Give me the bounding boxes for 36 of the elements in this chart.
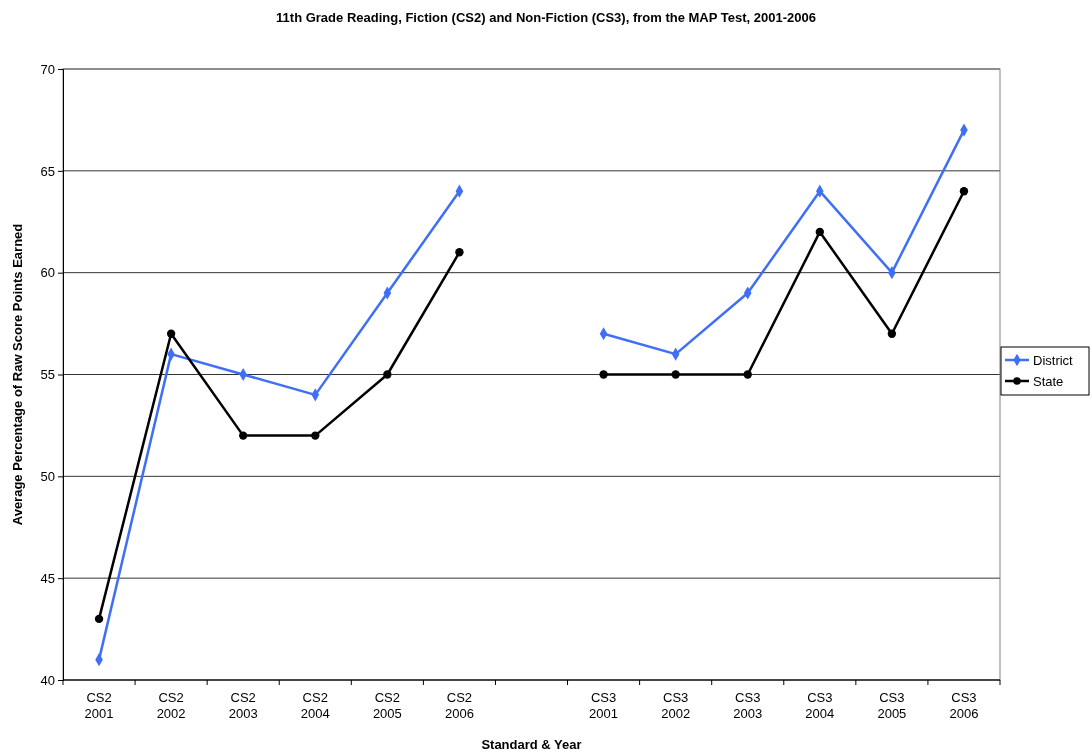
x-tick-label: CS3 2002 — [661, 690, 691, 721]
y-tick-label: 65 — [40, 163, 55, 179]
point — [743, 370, 752, 379]
point — [959, 187, 969, 196]
y-tick-label: 50 — [40, 468, 55, 484]
point — [311, 431, 320, 440]
legend-label: State — [1033, 374, 1064, 389]
x-tick-label: CS3 2003 — [733, 690, 763, 721]
y-tick-label: 70 — [40, 61, 55, 77]
y-tick-label: 55 — [40, 367, 55, 383]
x-tick-label: CS2 2001 — [84, 690, 114, 721]
y-axis-title: Average Percentage of Raw Score Points Earned — [10, 223, 25, 526]
x-tick-label: CS2 2003 — [228, 690, 258, 721]
point — [239, 431, 248, 440]
x-tick-label: CS3 2001 — [589, 690, 619, 721]
x-tick-label: CS2 2004 — [300, 690, 330, 721]
point — [599, 370, 608, 379]
x-tick-label: CS2 2002 — [156, 690, 186, 721]
chart-title: 11th Grade Reading, Fiction (CS2) and Non-Fiction (CS3), from the MAP Test, 2001-2006 — [276, 10, 816, 25]
y-tick-label: 45 — [40, 570, 55, 586]
x-tick-label: CS3 2004 — [805, 690, 835, 721]
y-tick-label: 40 — [40, 672, 55, 688]
point — [455, 248, 464, 257]
x-tick-label: CS3 2005 — [877, 690, 907, 721]
x-tick-label: CS2 2006 — [444, 690, 474, 721]
legend-label: District — [1033, 353, 1074, 368]
point — [166, 329, 176, 338]
point — [671, 370, 680, 379]
x-tick-label: CS2 2005 — [372, 690, 402, 721]
x-axis-title: Standard & Year — [481, 737, 582, 752]
x-tick-label: CS3 2006 — [949, 690, 979, 721]
point — [94, 614, 104, 624]
point — [887, 329, 897, 338]
point — [383, 370, 392, 379]
y-tick-label: 60 — [40, 265, 55, 281]
point — [815, 227, 824, 237]
